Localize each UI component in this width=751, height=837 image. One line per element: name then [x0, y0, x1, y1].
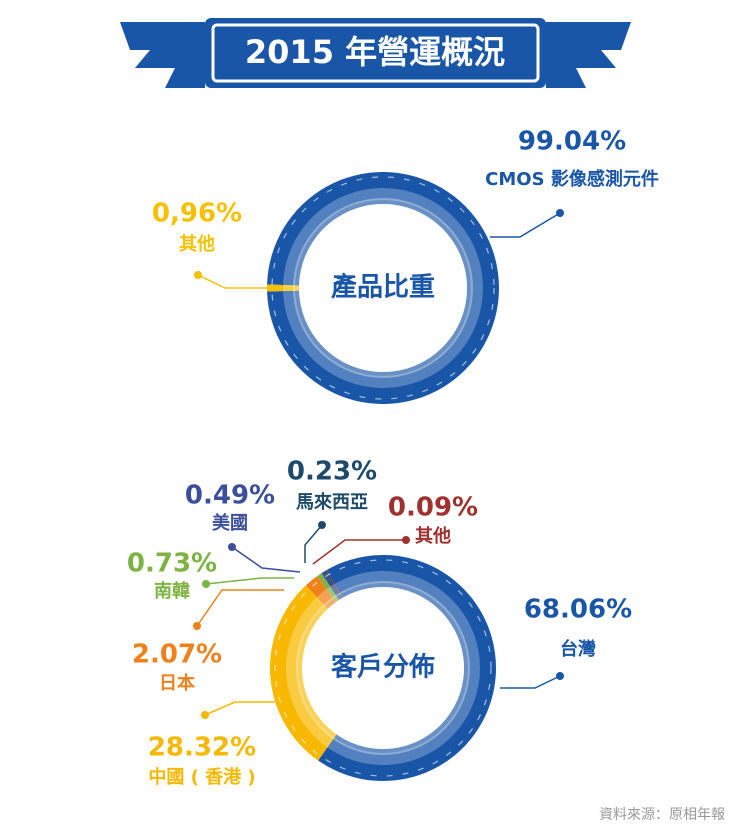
value-label: 2.07% — [132, 640, 222, 670]
donut-slice — [318, 554, 497, 781]
leader-line — [205, 577, 294, 585]
value-label: 0.49% — [185, 481, 275, 511]
leader-dot — [402, 536, 410, 544]
category-label: 馬來西亞 — [296, 491, 368, 513]
category-label: 台灣 — [560, 638, 596, 660]
value-label: 28.32% — [148, 733, 256, 763]
leader-dot — [556, 209, 564, 217]
leader-line — [231, 546, 301, 573]
banner-box — [205, 18, 546, 88]
category-label: 日本 — [159, 672, 195, 694]
leader-line — [197, 274, 275, 289]
source-note: 資料來源：原相年報 — [599, 807, 725, 823]
leader-dot — [194, 271, 202, 279]
leader-dot — [318, 521, 326, 529]
leader-line — [204, 701, 275, 716]
banner-wing-left — [120, 22, 205, 88]
leader-line — [490, 212, 561, 238]
leader-line — [500, 675, 561, 689]
value-label: 68.06% — [524, 595, 632, 625]
leader-line — [312, 539, 406, 565]
category-label: 美國 — [212, 512, 248, 534]
value-label: 99.04% — [518, 127, 626, 157]
donut-slice — [325, 570, 343, 599]
donut-slice — [305, 576, 336, 609]
donut-hole — [299, 204, 467, 372]
leader-dot — [228, 543, 236, 551]
ring-shade — [296, 581, 470, 755]
category-label: CMOS 影像感測元件 — [485, 168, 659, 190]
leader-line — [196, 589, 284, 627]
value-label: 0.23% — [287, 457, 377, 487]
leader-dot — [201, 711, 209, 719]
banner: 2015 年營運概況 — [120, 18, 631, 88]
ring-shade — [293, 198, 473, 378]
category-label: 中國 ( 香港 ) — [148, 766, 255, 788]
donut-slice — [317, 573, 339, 603]
page-title: 2015 年營運概況 — [245, 33, 505, 71]
donut-slice — [267, 284, 300, 292]
value-label: 0,96% — [152, 199, 242, 229]
donut-slice — [324, 570, 343, 599]
value-label: 0.73% — [127, 549, 217, 579]
center-label: 產品比重 — [331, 272, 435, 303]
leader-dot — [202, 580, 210, 588]
category-label: 其他 — [179, 233, 215, 255]
banner-border — [211, 23, 540, 83]
ring-shade — [283, 188, 483, 388]
donut-slice — [321, 571, 342, 601]
donut-hole — [302, 587, 464, 749]
leader-dot — [193, 622, 201, 630]
value-label: 0.09% — [388, 493, 478, 523]
leader-dot — [556, 672, 564, 680]
tire-tread — [271, 176, 495, 400]
category-label: 南韓 — [154, 580, 190, 602]
ring-shade — [286, 571, 480, 765]
tire-tread — [274, 559, 492, 777]
banner-wing-right — [546, 22, 631, 88]
leader-line — [304, 524, 323, 563]
center-label: 客戶分佈 — [331, 652, 435, 683]
category-label: 其他 — [415, 525, 451, 547]
